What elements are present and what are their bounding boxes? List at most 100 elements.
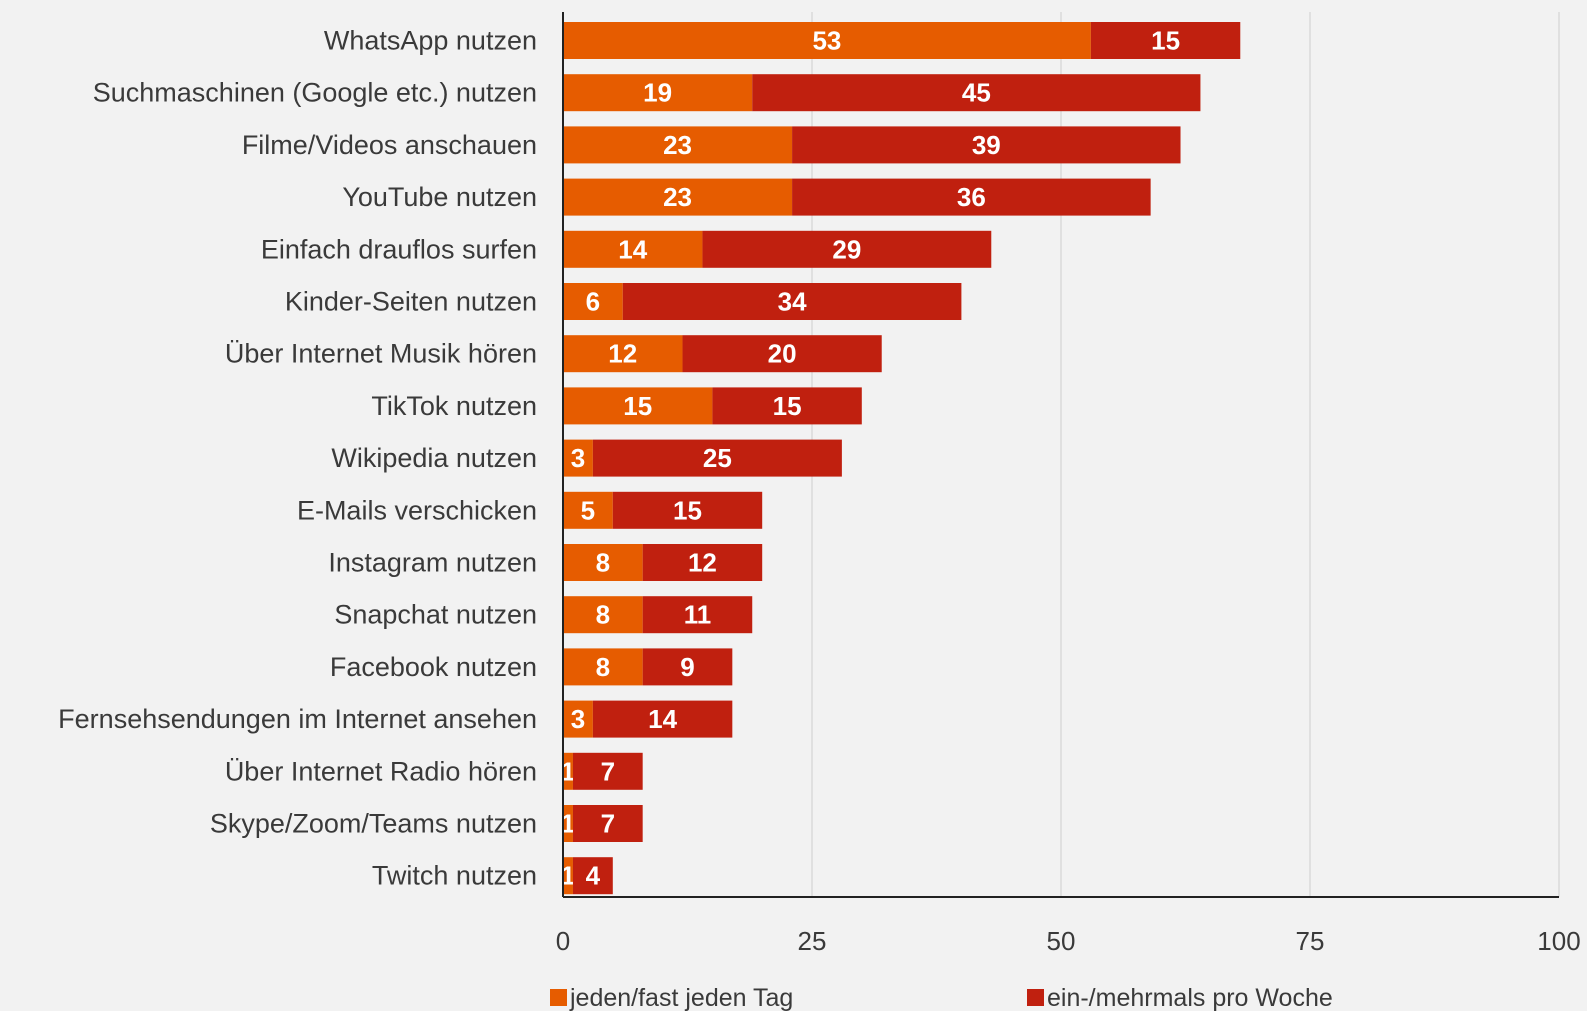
data-label: 15 [673, 495, 702, 525]
data-label: 20 [768, 339, 797, 369]
data-label: 9 [680, 652, 694, 682]
bar-segment [563, 752, 573, 790]
x-tick-label: 75 [1296, 926, 1325, 956]
category-label: WhatsApp nutzen [324, 26, 537, 56]
category-label: Facebook nutzen [330, 652, 537, 682]
bar-segment [612, 491, 763, 529]
bar-segment [563, 230, 703, 268]
bar-segment [792, 178, 1151, 216]
bar-segment [712, 387, 862, 425]
bar-segment [563, 439, 593, 477]
legend-swatch [550, 989, 567, 1006]
category-label: YouTube nutzen [342, 182, 537, 212]
bar-segment [563, 126, 793, 164]
data-label: 25 [703, 443, 732, 473]
category-label: Instagram nutzen [328, 548, 537, 578]
data-label: 1 [561, 861, 575, 891]
data-label: 3 [571, 443, 585, 473]
bar-segment [563, 596, 643, 634]
bar-segment [563, 74, 753, 112]
bar-segment [563, 22, 1091, 59]
bar-segment [563, 283, 623, 320]
x-tick-label: 25 [798, 926, 827, 956]
bar-segment [563, 491, 613, 529]
data-label: 39 [972, 130, 1001, 160]
bar-segment [563, 805, 573, 842]
bar-segment [572, 857, 613, 895]
data-label: 23 [663, 182, 692, 212]
data-label: 4 [586, 861, 601, 891]
data-label: 45 [962, 78, 991, 108]
bar-segment [563, 648, 643, 686]
data-label: 8 [596, 600, 610, 630]
bar-segment [682, 335, 882, 373]
bar-segment [563, 544, 643, 581]
data-label: 8 [596, 652, 610, 682]
bar-segment [563, 335, 683, 373]
x-tick-label: 0 [556, 926, 570, 956]
bar-segment [563, 387, 713, 425]
data-label: 5 [581, 495, 595, 525]
legend: jeden/fast jeden Tag ein-/mehrmals pro Wo… [550, 984, 1333, 1011]
category-label: Wikipedia nutzen [331, 443, 537, 473]
bar-segment [792, 126, 1181, 164]
data-label: 1 [561, 809, 575, 839]
bar-segment [752, 74, 1201, 112]
data-label: 7 [601, 756, 615, 786]
data-label: 23 [663, 130, 692, 160]
data-label: 36 [957, 182, 986, 212]
bar-segment [642, 544, 763, 581]
data-label: 12 [608, 339, 637, 369]
bar-segment [642, 596, 753, 634]
bar-segment [622, 283, 962, 320]
category-labels: WhatsApp nutzen Suchmaschinen (Google etc… [58, 26, 537, 891]
data-label: 3 [571, 704, 585, 734]
category-label: Skype/Zoom/Teams nutzen [210, 809, 537, 839]
data-label: 1 [561, 756, 575, 786]
category-label: Kinder-Seiten nutzen [285, 287, 537, 317]
legend-label: jeden/fast jeden Tag [569, 984, 793, 1011]
x-tick-label: 50 [1047, 926, 1076, 956]
category-label: Fernsehsendungen im Internet ansehen [58, 704, 537, 734]
data-label: 11 [684, 600, 712, 630]
data-label: 14 [648, 704, 677, 734]
data-label: 53 [812, 26, 841, 56]
category-label: Über Internet Musik hören [225, 339, 537, 369]
bar-segment [563, 178, 793, 216]
data-label: 12 [688, 548, 717, 578]
data-label: 7 [601, 809, 615, 839]
category-label: Einfach drauflos surfen [261, 234, 537, 264]
axes: 0 25 50 75 100 [556, 12, 1581, 956]
data-label: 15 [773, 391, 802, 421]
data-label: 14 [618, 234, 647, 264]
data-label: 15 [623, 391, 652, 421]
data-label: 19 [643, 78, 672, 108]
legend-swatch [1027, 989, 1044, 1006]
data-label: 34 [778, 287, 807, 317]
bar-segment [642, 648, 733, 686]
category-label: TikTok nutzen [371, 391, 537, 421]
category-label: Snapchat nutzen [334, 600, 537, 630]
category-label: E-Mails verschicken [297, 495, 537, 525]
data-label: 6 [586, 287, 600, 317]
legend-label: ein-/mehrmals pro Woche [1047, 984, 1333, 1011]
data-label: 29 [832, 234, 861, 264]
x-tick-label: 100 [1537, 926, 1580, 956]
bar-segment [592, 439, 842, 477]
data-label: 15 [1151, 26, 1180, 56]
category-label: Suchmaschinen (Google etc.) nutzen [93, 78, 537, 108]
bar-segment [563, 700, 593, 738]
bar-segment [572, 805, 643, 842]
bar-segment [563, 857, 573, 895]
category-label: Filme/Videos anschauen [242, 130, 537, 160]
bar-segment [572, 752, 643, 790]
category-label: Über Internet Radio hören [225, 756, 537, 786]
data-label: 8 [596, 548, 610, 578]
bar-segment [1090, 22, 1241, 59]
bar-segment [592, 700, 733, 738]
category-label: Twitch nutzen [372, 861, 537, 891]
bar-segment [702, 230, 992, 268]
